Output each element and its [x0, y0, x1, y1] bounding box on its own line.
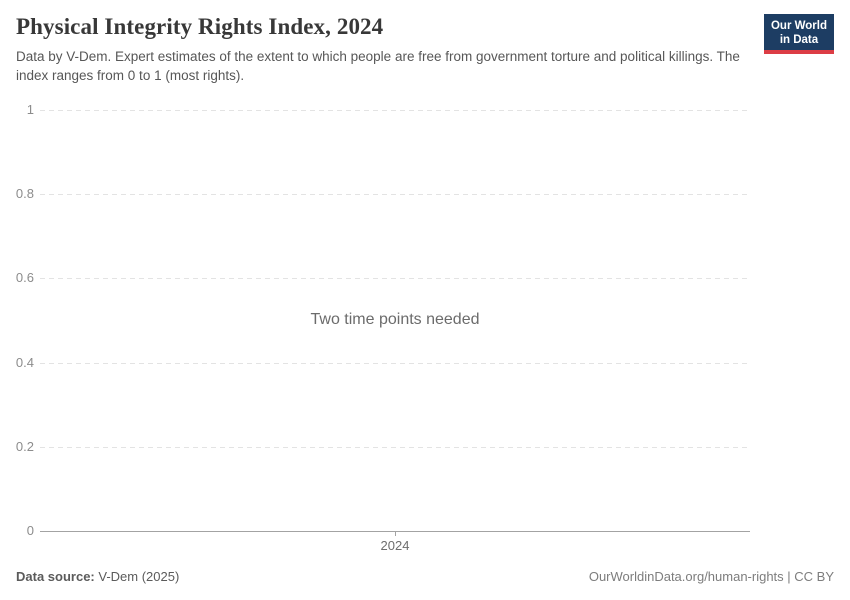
- owid-logo-line1: Our World: [770, 20, 827, 32]
- owid-logo: Our World in Data: [763, 14, 834, 54]
- y-tick-label: 1: [26, 102, 34, 117]
- owid-logo-line2: in Data: [779, 34, 819, 46]
- y-tick-label: 0.2: [15, 438, 34, 454]
- empty-state-message: Two time points needed: [310, 311, 480, 328]
- y-tick-label: 0.8: [15, 186, 34, 202]
- y-tick-label: 0: [26, 523, 34, 538]
- chart-title: Physical Integrity Rights Index, 2024: [16, 14, 384, 39]
- y-gridline: [40, 278, 750, 280]
- y-gridline: [40, 110, 750, 111]
- chart-subtitle: Data by V-Dem. Expert estimates of the e…: [16, 49, 740, 83]
- y-tick-label: 0.6: [15, 270, 34, 286]
- y-gridline: [40, 362, 750, 364]
- x-tick-label: 2024: [380, 538, 410, 553]
- data-source: Data source: V-Dem (2025): [16, 569, 179, 584]
- license-link[interactable]: OurWorldinData.org/human-rights | CC BY: [588, 569, 834, 584]
- chart-header: Physical Integrity Rights Index, 2024 Da…: [16, 14, 834, 85]
- data-source-label: Data source:: [16, 569, 95, 584]
- chart-footer: Data source: V-Dem (2025) OurWorldinData…: [16, 569, 834, 584]
- y-tick-label: 0.4: [15, 354, 34, 370]
- y-gridline: [40, 194, 750, 196]
- data-source-value: V-Dem (2025): [94, 569, 180, 584]
- y-gridline: [40, 446, 750, 448]
- x-tick-mark: [395, 531, 396, 536]
